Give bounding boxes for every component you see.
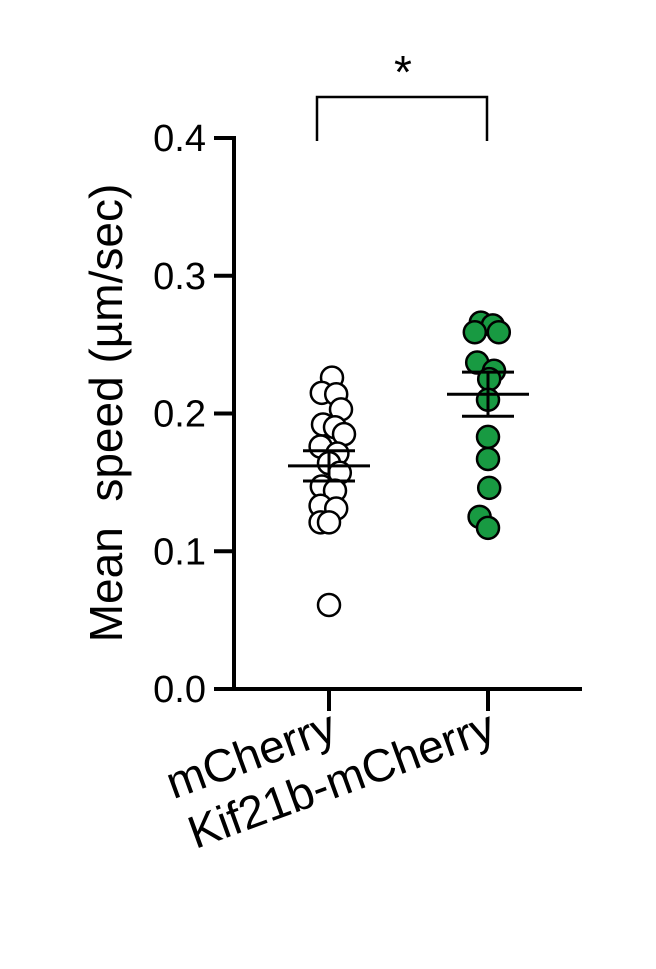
y-tick-label: 0.4	[153, 118, 206, 160]
data-point	[462, 319, 488, 345]
data-point	[475, 424, 501, 450]
significance-bracket	[315, 95, 489, 141]
significance-label: *	[394, 46, 412, 98]
y-tick-label: 0.0	[153, 669, 206, 711]
data-point	[486, 319, 512, 345]
y-tick-label: 0.2	[153, 394, 206, 436]
data-point	[316, 592, 342, 618]
data-point	[316, 510, 342, 535]
data-point	[476, 475, 502, 501]
y-tick-label: 0.1	[153, 531, 206, 573]
y-tick-label: 0.3	[153, 256, 206, 298]
data-point	[475, 446, 501, 472]
data-point	[475, 515, 501, 541]
y-axis-title: Mean speed (µm/sec)	[80, 184, 132, 643]
